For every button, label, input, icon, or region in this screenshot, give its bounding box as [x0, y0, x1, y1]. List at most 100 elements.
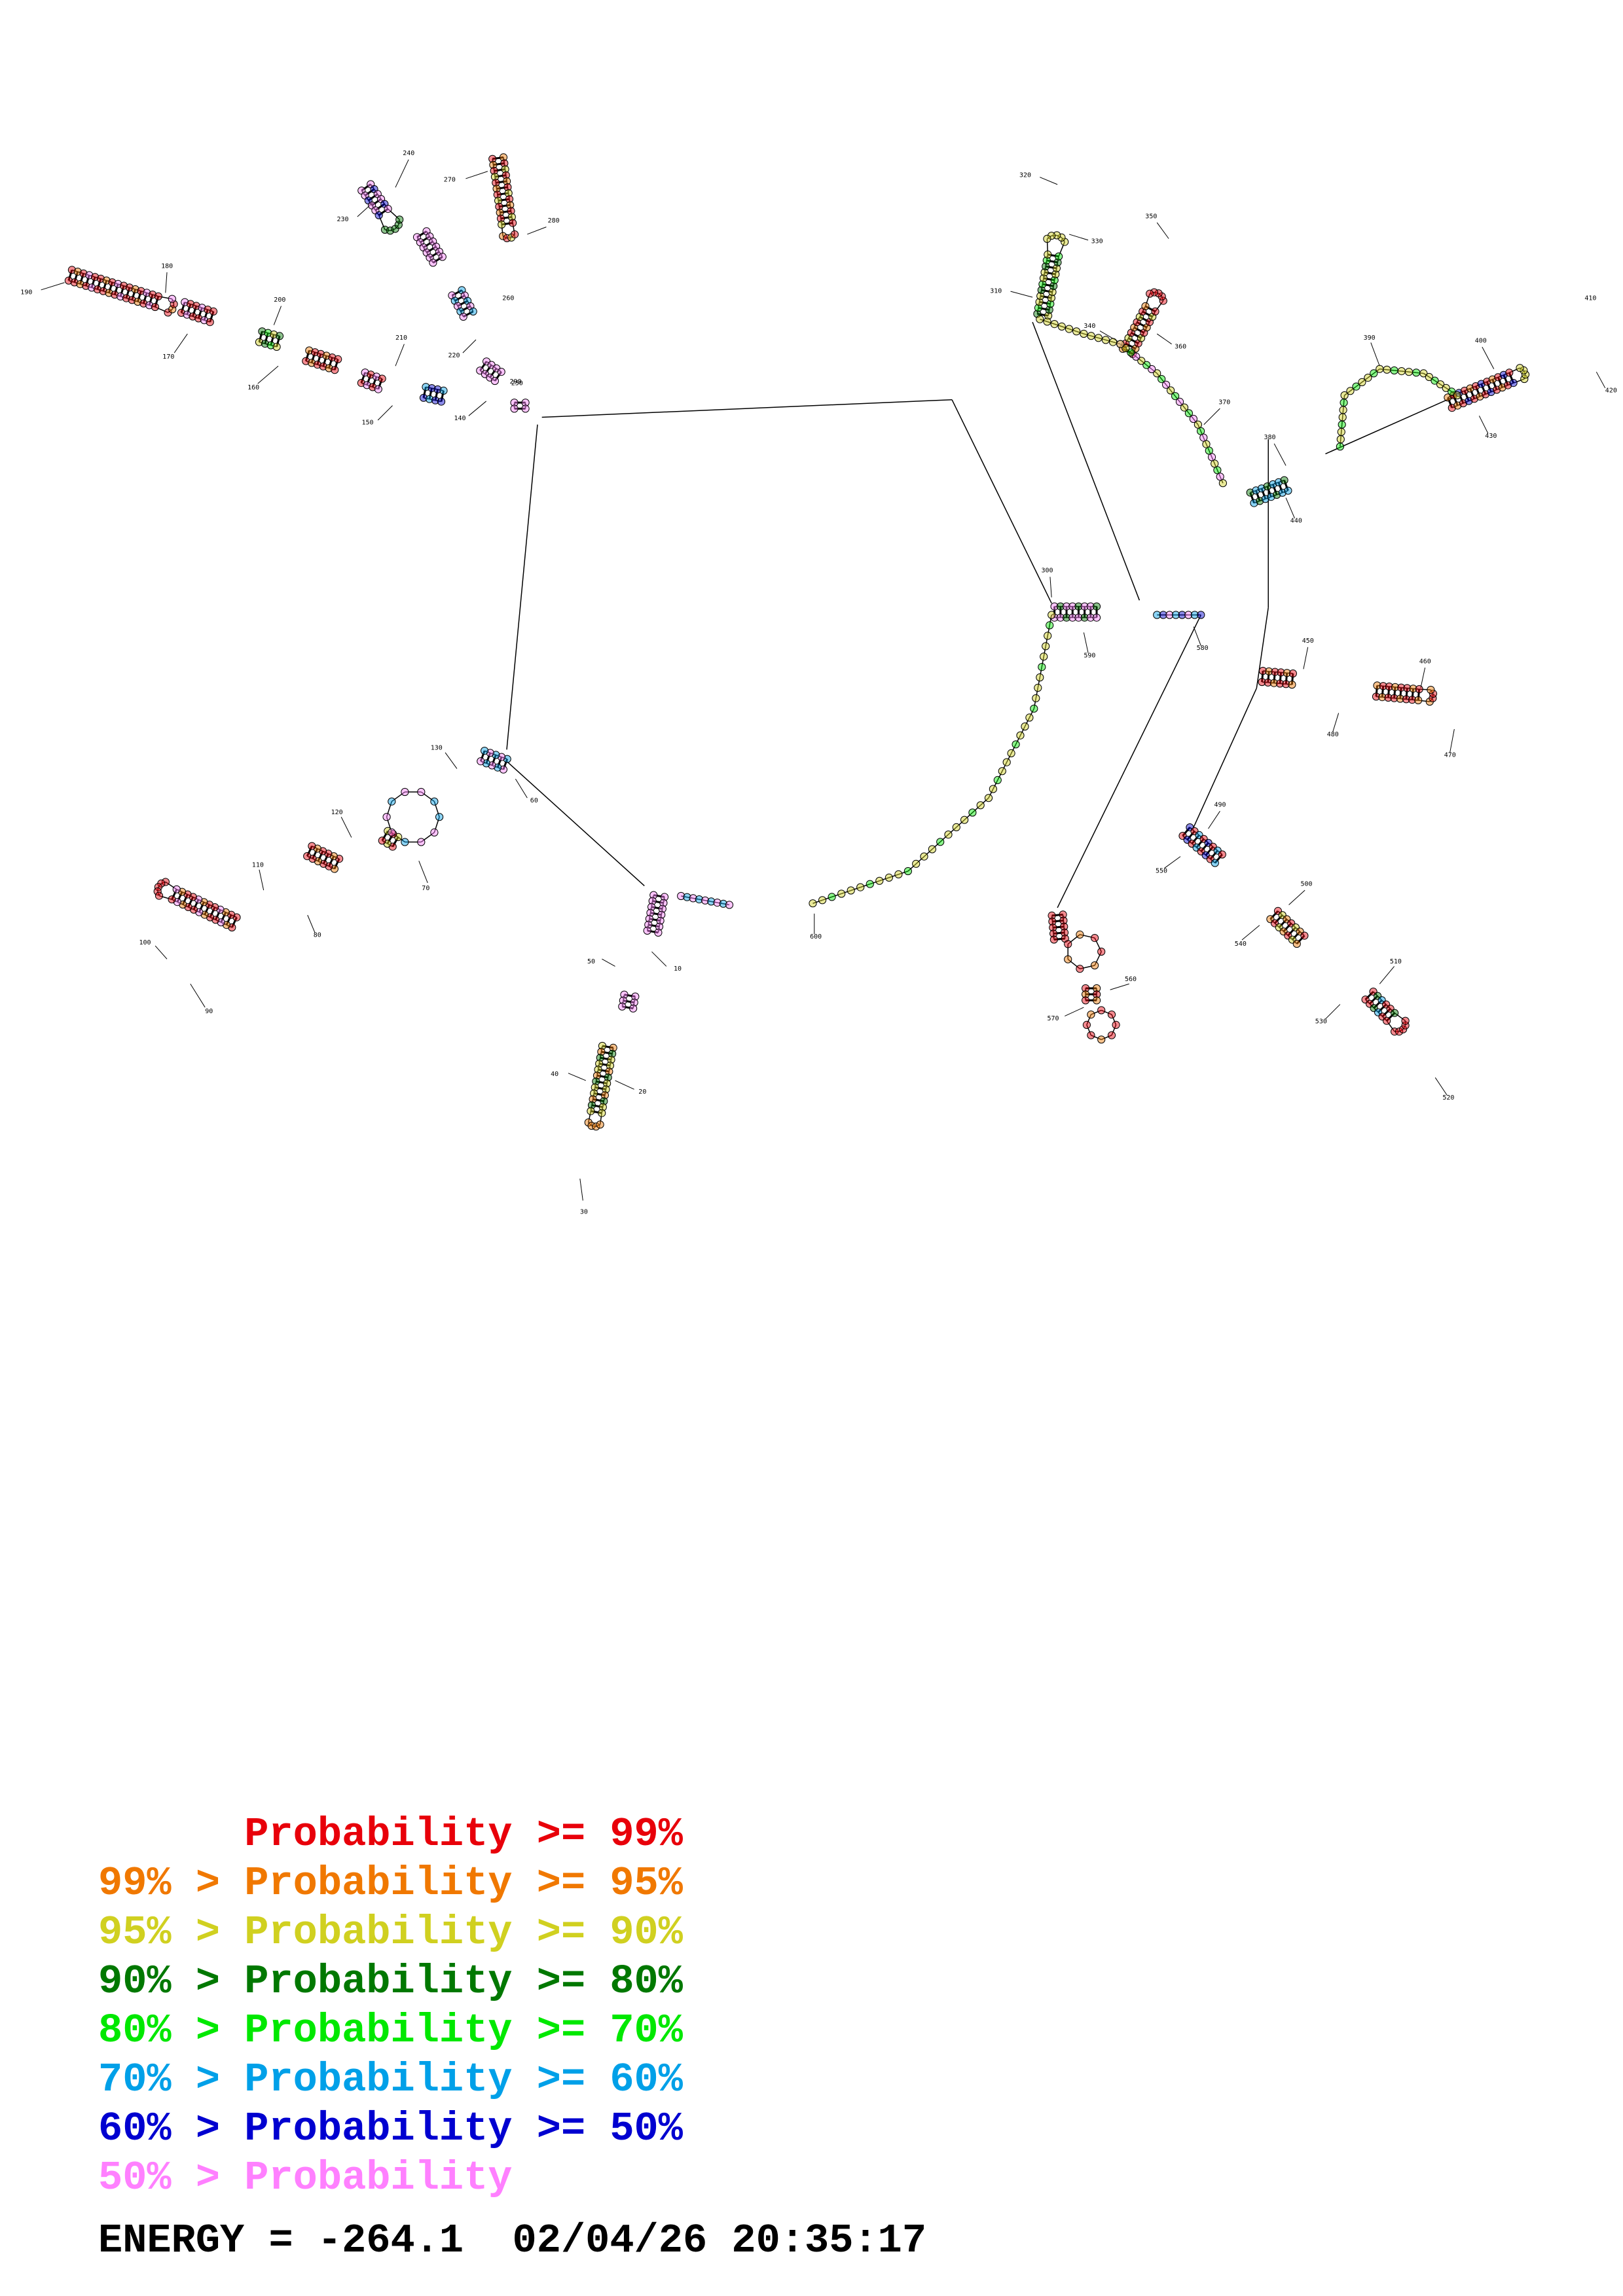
nucleotide: [1137, 357, 1146, 365]
position-label: 110: [252, 861, 264, 869]
base-pair: [1045, 265, 1057, 270]
nucleotide: [1037, 286, 1046, 295]
nucleotide: [1184, 611, 1193, 619]
backbone-segment: [193, 909, 200, 913]
base-pair: [1039, 300, 1051, 305]
backbone-segment: [1199, 834, 1205, 840]
backbone-segment: [993, 780, 998, 789]
legend-prefix: 50% >: [98, 2155, 245, 2201]
nucleotide: [499, 153, 508, 162]
nucleotide: [438, 253, 447, 261]
backbone-segment: [496, 368, 502, 372]
backbone-segment: [512, 223, 515, 235]
nucleotide: [960, 816, 969, 824]
backbone-segment: [1377, 1012, 1383, 1017]
backbone-segment: [1040, 290, 1042, 296]
nucleotide: [1127, 348, 1135, 357]
backbone-segment: [1149, 316, 1153, 323]
position-label: 90: [205, 1008, 213, 1015]
nucleotide: [1097, 1006, 1106, 1014]
backbone-segment: [437, 389, 444, 391]
label-tick: [615, 1080, 634, 1090]
backbone-segment: [507, 187, 509, 194]
backbone-segment: [492, 164, 495, 171]
position-label: 450: [1302, 637, 1314, 645]
nucleotide: [497, 368, 505, 376]
nucleotide: [1395, 1028, 1404, 1036]
backbone-segment: [1419, 689, 1431, 691]
base-pair: [1269, 910, 1279, 920]
nucleotide: [1056, 613, 1065, 622]
backbone-segment: [1423, 372, 1430, 378]
nucleotide: [654, 928, 663, 937]
base-pair: [591, 1110, 602, 1115]
base-pair: [423, 240, 434, 249]
nucleotide: [425, 395, 434, 403]
backbone-segment: [1400, 698, 1406, 700]
position-label: 530: [1315, 1018, 1327, 1026]
backbone-segment: [1401, 687, 1408, 689]
nucleotide: [1162, 380, 1171, 389]
backbone-segment: [361, 190, 366, 196]
base-pair: [1497, 376, 1503, 388]
label-tick: [1203, 408, 1220, 425]
base-pair: [1040, 295, 1052, 299]
backbone-segment: [497, 766, 504, 770]
label-tick: [395, 159, 409, 188]
nucleotide: [809, 899, 817, 908]
backbone-segment: [1053, 933, 1055, 940]
base-pair: [1133, 327, 1144, 334]
backbone-segment: [723, 903, 730, 906]
backbone-segment: [1091, 1035, 1102, 1040]
base-pair: [364, 188, 375, 196]
nucleotide: [429, 259, 437, 267]
backbone-segment: [1146, 321, 1150, 328]
base-pair: [1474, 386, 1481, 397]
nucleotide: [1040, 268, 1049, 277]
nucleotide: [1282, 680, 1290, 689]
base-pair: [1283, 922, 1292, 933]
base-pair: [440, 390, 445, 402]
backbone-segment: [431, 387, 438, 390]
backbone-segment: [387, 843, 393, 848]
backbone-segment: [165, 881, 177, 890]
backbone-segment: [318, 861, 324, 865]
backbone-segment: [651, 895, 655, 901]
position-label: 540: [1235, 941, 1247, 948]
label-tick: [1370, 342, 1380, 367]
backbone-segment: [606, 1077, 609, 1084]
nucleotide: [1093, 996, 1101, 1005]
base-pair: [1214, 853, 1223, 864]
backbone-segment: [1142, 306, 1146, 312]
legend-prefix: [98, 1811, 244, 1857]
base-pair: [1486, 381, 1492, 393]
nucleotide: [658, 905, 666, 913]
backbone-segment: [120, 296, 127, 299]
position-label: 350: [1145, 213, 1157, 220]
backbone-segment: [464, 295, 468, 302]
nucleotide: [1052, 264, 1061, 272]
base-pair: [593, 1092, 606, 1096]
base-pair: [501, 222, 513, 226]
nucleotide: [1431, 376, 1439, 385]
backbone-segment: [429, 399, 436, 401]
nucleotide: [1425, 372, 1433, 382]
position-label: 500: [1301, 880, 1313, 888]
legend-row: 99% > Probability >= 95%: [98, 1859, 683, 1908]
nucleotide: [1269, 679, 1279, 687]
backbone-segment: [484, 373, 490, 378]
nucleotide: [1165, 611, 1174, 619]
nucleotide: [1082, 996, 1090, 1005]
nucleotide: [620, 990, 629, 999]
nucleotide: [1340, 391, 1349, 400]
backbone-segment: [373, 188, 378, 194]
position-labels: 10 20 30 40 50 60 70 80 90 100 110 120 130 140 150 160 1…: [20, 150, 1617, 1215]
backbone-segment: [361, 382, 367, 386]
nucleotide: [1086, 613, 1095, 622]
nucleotide: [1056, 602, 1065, 611]
backbone-segment: [879, 877, 890, 882]
backbone-segment: [1213, 846, 1218, 852]
base-pair: [181, 893, 189, 905]
base-pair: [96, 278, 102, 290]
backbone-segment: [1269, 918, 1275, 924]
